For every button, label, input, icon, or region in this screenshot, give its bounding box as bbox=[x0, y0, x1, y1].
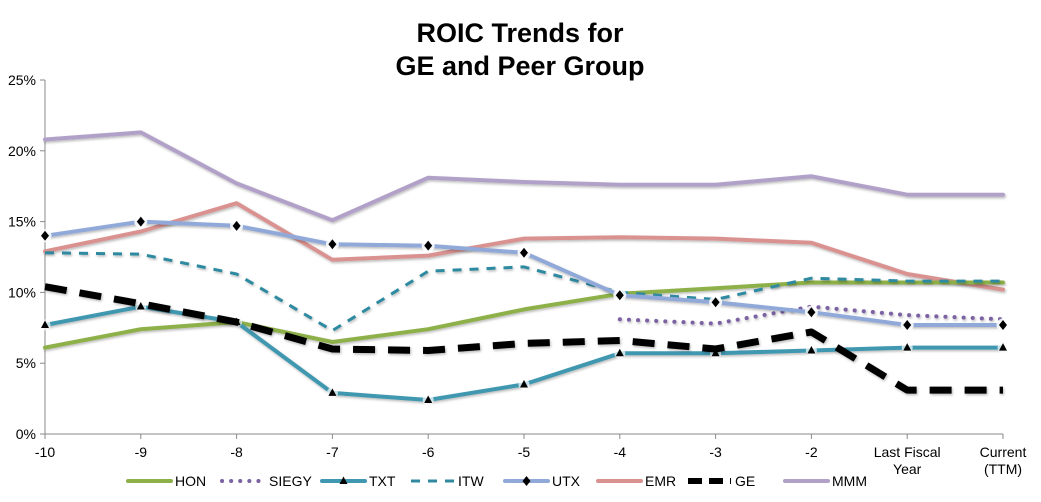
data-point-utx bbox=[807, 307, 816, 318]
legend-label: MMM bbox=[832, 473, 867, 489]
series-line-emr bbox=[43, 201, 1005, 292]
series-line-hon bbox=[43, 280, 1005, 350]
y-tick-label: 0% bbox=[16, 426, 36, 442]
x-tick-label: -10 bbox=[35, 444, 55, 460]
data-point-utx bbox=[711, 297, 720, 308]
x-tick-label: Last Fiscal Year bbox=[874, 444, 941, 477]
series-ge bbox=[44, 283, 1003, 394]
legend-item-utx: UTX bbox=[503, 473, 581, 489]
data-point-utx bbox=[136, 216, 145, 227]
legend-label: GE bbox=[735, 473, 755, 489]
series-line-ge bbox=[44, 283, 1003, 394]
series-mmm bbox=[43, 130, 1005, 223]
data-point-txt bbox=[807, 345, 816, 354]
x-tick-label: Current (TTM) bbox=[980, 444, 1027, 477]
x-tick-label: -5 bbox=[518, 444, 531, 460]
y-tick-label: 25% bbox=[8, 72, 36, 88]
x-tick-label: -8 bbox=[230, 444, 243, 460]
data-point-utx bbox=[41, 230, 49, 241]
data-point-txt bbox=[520, 379, 528, 388]
data-point-txt bbox=[999, 343, 1007, 351]
y-tick-label: 10% bbox=[8, 284, 36, 300]
data-point-utx bbox=[520, 247, 528, 258]
data-point-txt bbox=[41, 320, 49, 328]
data-point-txt bbox=[328, 388, 337, 396]
data-point-txt bbox=[424, 395, 433, 404]
x-tick-label: -2 bbox=[805, 444, 818, 460]
chart-title-line: ROIC Trends for bbox=[416, 18, 624, 48]
x-tick-label: -7 bbox=[326, 444, 339, 460]
y-tick-label: 15% bbox=[8, 214, 36, 230]
series-line-itw bbox=[44, 251, 1003, 333]
axes: 0% 5% 10% 15% 20% 25% -10 -9 -8 -7 -6 -5 -4 -3 -2 Last … bbox=[8, 72, 1026, 477]
x-tick-label: -3 bbox=[709, 444, 722, 460]
x-tick-label: -4 bbox=[614, 444, 627, 460]
data-point-utx bbox=[615, 290, 624, 301]
legend: HON SIEGY TXT ITW UTX EMR GE MMM bbox=[126, 473, 867, 489]
legend-label: ITW bbox=[458, 473, 484, 489]
series-emr bbox=[43, 201, 1005, 292]
legend-item-emr: EMR bbox=[596, 473, 676, 489]
legend-item-hon: HON bbox=[126, 473, 206, 489]
data-point-utx bbox=[424, 240, 433, 251]
data-point-utx bbox=[903, 319, 912, 330]
legend-label: UTX bbox=[552, 473, 581, 489]
y-tick-label: 20% bbox=[8, 143, 36, 159]
series-lines bbox=[38, 130, 1010, 406]
series-line-mmm bbox=[43, 130, 1005, 223]
series-itw bbox=[44, 251, 1003, 333]
legend-label: HON bbox=[175, 473, 206, 489]
legend-item-mmm: MMM bbox=[783, 473, 867, 489]
x-tick-label: -6 bbox=[422, 444, 435, 460]
data-point-txt bbox=[136, 302, 145, 310]
data-point-utx bbox=[232, 220, 241, 231]
series-txt bbox=[39, 301, 1009, 406]
data-point-utx bbox=[328, 239, 337, 250]
data-point-txt bbox=[903, 343, 912, 351]
legend-label: EMR bbox=[645, 473, 676, 489]
data-point-txt bbox=[615, 348, 624, 357]
legend-item-siegy: SIEGY bbox=[220, 473, 312, 489]
series-hon bbox=[43, 280, 1005, 350]
legend-item-itw: ITW bbox=[411, 473, 484, 489]
legend-label: TXT bbox=[369, 473, 396, 489]
legend-item-ge: GE bbox=[688, 473, 755, 489]
data-point-utx bbox=[999, 319, 1007, 330]
x-tick-label: -9 bbox=[135, 444, 148, 460]
legend-label: SIEGY bbox=[269, 473, 312, 489]
series-utx bbox=[38, 215, 1010, 332]
data-point-txt bbox=[711, 348, 720, 357]
y-tick-label: 5% bbox=[16, 355, 36, 371]
legend-item-txt: TXT bbox=[320, 473, 396, 489]
chart-title-line: GE and Peer Group bbox=[395, 51, 644, 81]
